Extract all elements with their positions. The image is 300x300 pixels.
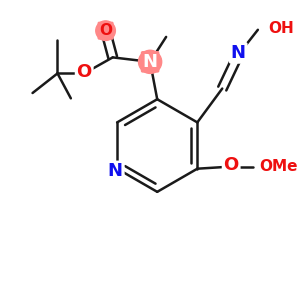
Text: O: O [99,23,112,38]
Text: N: N [108,162,123,180]
Text: OH: OH [268,20,294,35]
Text: O: O [224,156,239,174]
Circle shape [139,50,162,74]
Text: N: N [231,44,246,62]
Text: O: O [76,63,92,81]
Text: O: O [265,159,278,174]
Text: OMe: OMe [260,159,298,174]
Text: Me: Me [270,159,296,174]
Text: N: N [142,53,158,71]
Circle shape [96,21,116,40]
